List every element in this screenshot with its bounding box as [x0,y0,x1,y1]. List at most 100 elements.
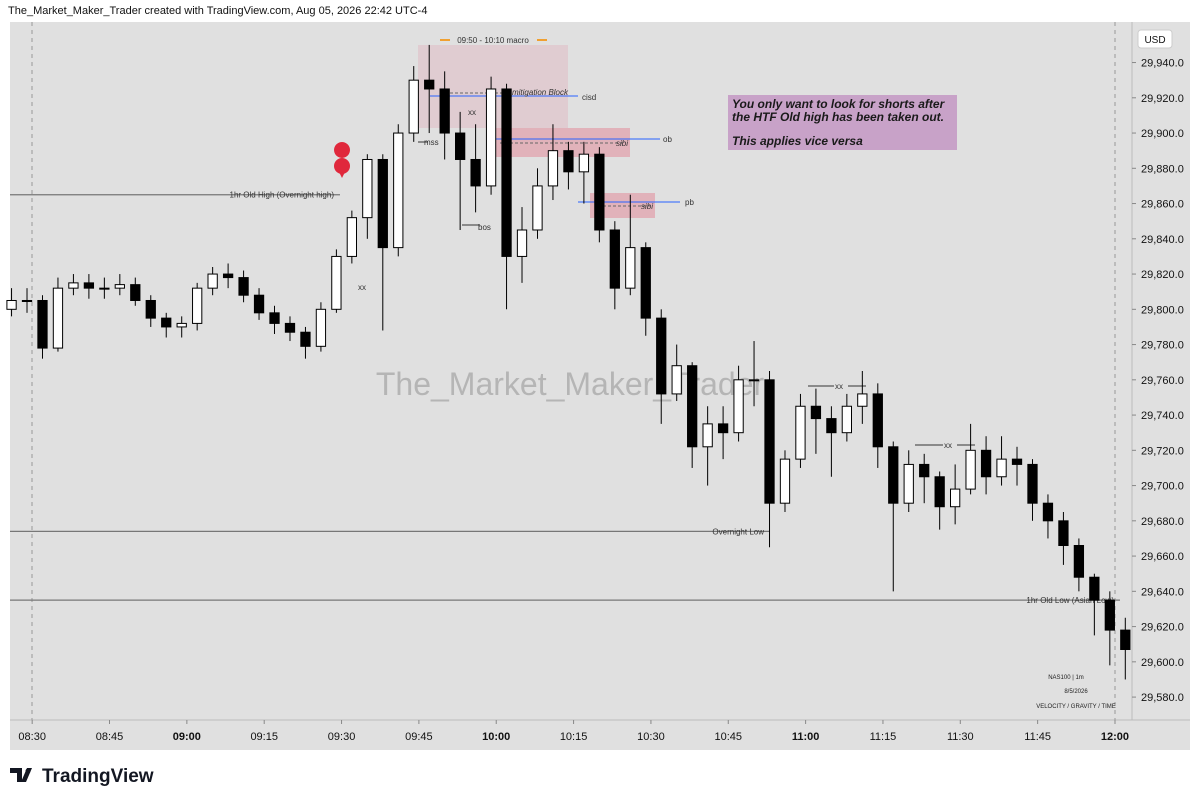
note-text: the HTF Old high has been taken out. [732,110,944,124]
footer-logo [25,768,31,774]
x-tick-label: 12:00 [1101,731,1129,743]
candle-body [1104,599,1115,631]
candle-body [563,150,574,173]
candle-body [903,463,914,504]
candle-body [192,287,203,324]
header-title: The_Market_Maker_Trader created with Tra… [8,5,427,17]
candle-body [1073,545,1085,578]
candle-body [795,405,806,460]
candle-body [578,153,590,173]
candle-body [640,247,651,319]
note-box [728,95,957,150]
candle-body [717,423,729,434]
candle-body [950,488,961,508]
x-tick-label: 09:15 [250,731,278,743]
y-tick-label: 29,740.0 [1141,410,1184,422]
annotation: xx [358,283,366,292]
x-tick-label: 08:30 [18,731,46,743]
level-label: 1hr Old High (Overnight high) [230,191,335,200]
candle-body [161,317,172,328]
footer-brand: TradingView [42,766,154,787]
candle-body [888,446,899,504]
candle-body [408,79,419,134]
candle-body [222,273,234,279]
x-tick-label: 09:45 [405,731,433,743]
candle-body [826,418,837,434]
levels: 1hr Old High (Overnight high) Overnight L… [10,191,1120,605]
candle-body [68,282,79,289]
x-tick-label: 11:45 [1024,731,1051,743]
candle-body [965,449,976,490]
candle-body [346,217,357,257]
x-tick-label: 08:45 [96,731,124,743]
watermark: The_Market_Maker_Trader [376,366,765,402]
candle-body [207,273,218,289]
candle-body [284,322,296,333]
annotation: 09:50 - 10:10 macro [457,36,529,45]
x-tick-label: 11:30 [947,731,974,743]
annotations: 09:50 - 10:10 macro mitigation Block cis… [358,36,952,450]
candle-body [1027,463,1038,504]
candle-body [52,287,64,349]
y-tick-label: 29,600.0 [1141,657,1184,669]
annotation: xx [468,108,476,117]
note-text: You only want to look for shorts after [732,97,946,111]
y-tick-label: 29,660.0 [1141,551,1184,563]
x-tick-label: 09:30 [328,731,356,743]
candle-body [1089,576,1100,601]
y-tick-label: 29,920.0 [1141,93,1184,105]
annotation: sibi [641,202,653,211]
candle-body [532,185,543,231]
y-tick-label: 29,820.0 [1141,269,1184,281]
candle-body [238,277,249,296]
candle-body [145,299,156,319]
x-tick-label: 10:45 [715,731,743,743]
marker-pin [334,158,350,174]
candle-body [1011,458,1023,465]
y-tick-label: 29,940.0 [1141,58,1184,70]
candles [6,44,1131,680]
x-tick-label: 09:00 [173,731,201,743]
candle-body [439,88,450,134]
candle-body [656,317,667,395]
candle-body [841,405,852,434]
candle-body [485,88,497,187]
candle-body [393,132,404,249]
currency-box[interactable] [1137,29,1173,49]
candle-body [501,88,512,257]
y-tick-label: 29,620.0 [1141,622,1184,634]
annotation: xx [944,441,952,450]
branding: 8/5/2026 [1064,689,1088,695]
annotation: mitigation Block [512,88,569,97]
candle-body [83,282,95,289]
candle-body [671,365,682,395]
level-label: Overnight Low [712,527,764,536]
candle-body [331,255,342,310]
candle-body [176,322,187,328]
y-tick-label: 29,580.0 [1141,692,1184,704]
annotation: bos [478,223,491,232]
currency-label: USD [1144,35,1165,46]
level-label: 1hr Old Low (Asian Low) [1026,596,1114,605]
candle-body [779,458,791,504]
candle-body [315,308,327,347]
x-tick-label: 10:30 [637,731,665,743]
candle-body [269,312,280,324]
branding: NAS100 | 1m [1048,675,1084,681]
candle-body [748,379,760,382]
x-tick-label: 10:15 [560,731,588,743]
candle-body [424,79,435,90]
annotation: ob [663,135,672,144]
candle-body [6,299,17,310]
candle-body [37,299,48,349]
annotation: xx [835,382,843,391]
candle-body [609,229,620,289]
y-tick-label: 29,840.0 [1141,234,1184,246]
candle-body [99,287,110,290]
candle-body [1120,629,1131,650]
annotation: sibi [616,139,628,148]
candle-body [300,331,311,347]
x-tick-label: 10:00 [482,731,510,743]
y-tick-label: 29,640.0 [1141,586,1184,598]
